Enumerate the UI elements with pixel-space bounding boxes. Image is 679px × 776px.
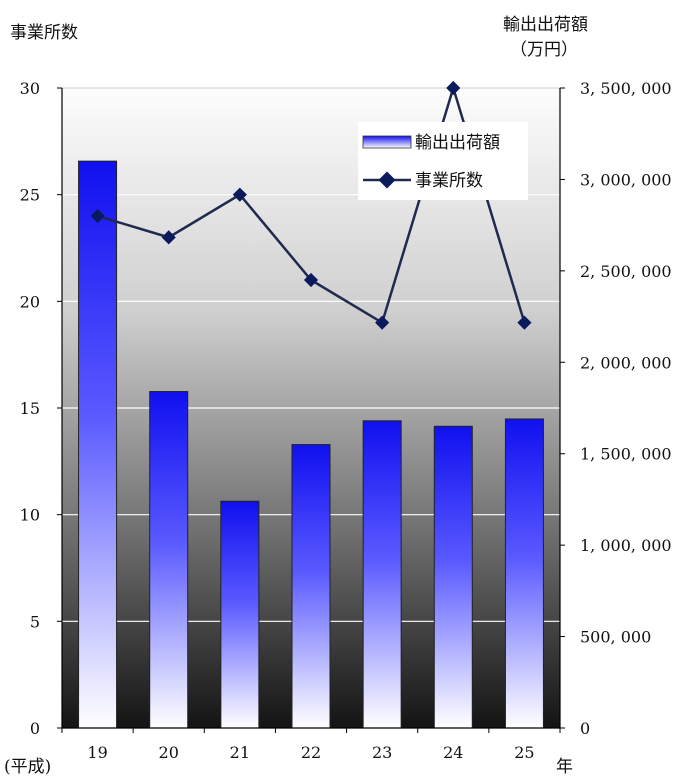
right-tick-label: 0 (580, 719, 590, 738)
x-axis-prefix: (平成) (4, 757, 51, 776)
right-tick-label: 1, 000, 000 (580, 536, 672, 555)
x-tick-label: 24 (443, 743, 463, 762)
bar (504, 418, 544, 729)
line-marker (232, 187, 247, 202)
left-tick-label: 25 (20, 186, 40, 205)
line-marker (375, 315, 390, 330)
left-axis-title: 事業所数 (10, 23, 78, 43)
legend-bar-label: 輸出出荷額 (415, 133, 500, 153)
x-tick-label: 22 (301, 743, 321, 762)
left-tick-label: 30 (20, 79, 40, 98)
right-tick-label: 2, 500, 000 (580, 262, 672, 281)
right-axis-title: 輸出出荷額 (503, 15, 588, 35)
bar (433, 425, 473, 729)
bar (362, 420, 402, 729)
legend-bar-swatch (362, 135, 412, 149)
line-marker (517, 315, 532, 330)
x-axis-ticks: 19 20 21 22 23 24 25 (61, 728, 561, 762)
bar (220, 500, 260, 729)
bar (149, 391, 189, 729)
left-tick-label: 10 (20, 506, 40, 525)
bar-series (78, 160, 544, 729)
x-tick-label: 20 (159, 743, 179, 762)
line-marker (303, 272, 319, 288)
right-axis-ticks: 0 500, 000 1, 000, 000 1, 500, 000 2, 000, 0… (560, 79, 672, 738)
right-tick-label: 1, 500, 000 (580, 445, 672, 464)
line-marker (446, 80, 461, 96)
left-tick-label: 5 (30, 612, 40, 631)
x-tick-label: 25 (514, 743, 534, 762)
right-tick-label: 3, 500, 000 (580, 79, 672, 98)
left-tick-label: 20 (20, 292, 40, 311)
right-tick-label: 3, 000, 000 (580, 170, 672, 189)
right-axis-unit: （万円） (510, 40, 578, 60)
left-tick-label: 0 (30, 719, 40, 738)
legend-line-label: 事業所数 (415, 171, 483, 191)
right-tick-label: 500, 000 (580, 628, 651, 647)
bar (78, 160, 118, 729)
left-axis-ticks: 0 5 10 15 20 25 30 (20, 79, 62, 738)
x-tick-label: 19 (87, 743, 107, 762)
x-tick-label: 23 (372, 743, 392, 762)
legend: 輸出出荷額 事業所数 (358, 122, 528, 200)
x-tick-label: 21 (230, 743, 250, 762)
line-marker (161, 230, 176, 245)
left-tick-label: 15 (20, 399, 40, 418)
legend-line-marker (378, 171, 396, 189)
right-tick-label: 2, 000, 000 (580, 353, 672, 372)
bar (291, 444, 331, 729)
x-axis-suffix: 年 (556, 757, 573, 776)
